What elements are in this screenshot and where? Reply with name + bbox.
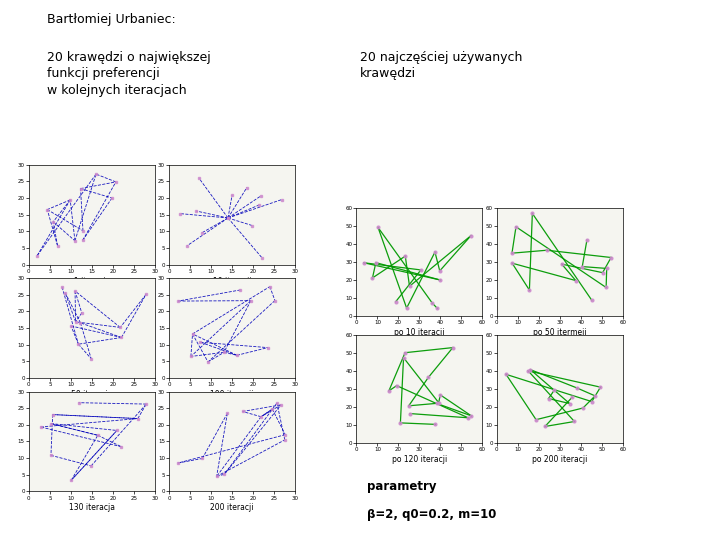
X-axis label: 50 iteracja: 50 iteracja	[71, 390, 112, 399]
Text: 20 krawędzi o największej: 20 krawędzi o największej	[47, 51, 210, 64]
Text: funkcji preferencji: funkcji preferencji	[47, 68, 160, 80]
Text: β=2, q0=0.2, m=10: β=2, q0=0.2, m=10	[366, 508, 496, 521]
X-axis label: po 120 iteracji: po 120 iteracji	[392, 455, 447, 464]
X-axis label: po 10 iteracji: po 10 iteracji	[394, 328, 445, 337]
X-axis label: po 200 iteracji: po 200 iteracji	[532, 455, 588, 464]
Text: krawędzi: krawędzi	[360, 68, 416, 80]
X-axis label: 130 iteracja: 130 iteracja	[69, 503, 114, 512]
X-axis label: 100 iteracji: 100 iteracji	[210, 390, 254, 399]
Text: w kolejnych iteracjach: w kolejnych iteracjach	[47, 84, 186, 97]
Text: 20 najczęściej używanych: 20 najczęściej używanych	[360, 51, 523, 64]
X-axis label: 200 iteracji: 200 iteracji	[210, 503, 254, 512]
X-axis label: 1 iteracja: 1 iteracja	[73, 276, 110, 286]
Text: parametry: parametry	[366, 480, 436, 493]
X-axis label: po 50 itermeji: po 50 itermeji	[533, 328, 587, 337]
X-axis label: 10 iteracji: 10 iteracji	[213, 276, 251, 286]
Text: Bartłomiej Urbaniec:: Bartłomiej Urbaniec:	[47, 14, 176, 26]
